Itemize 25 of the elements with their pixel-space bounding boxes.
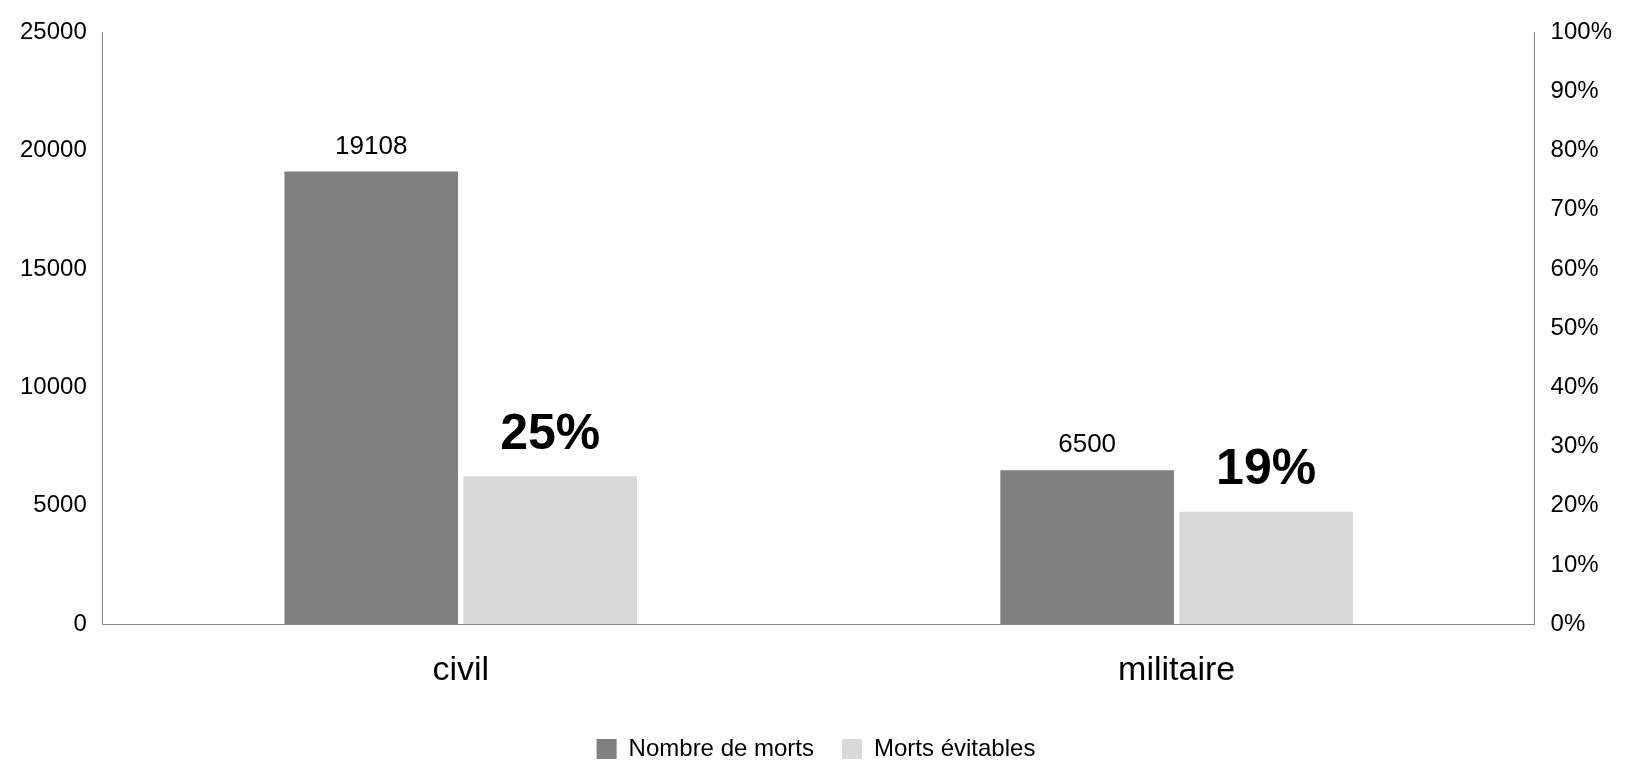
legend-label: Nombre de morts — [628, 733, 814, 761]
data-label: 6500 — [1058, 428, 1117, 459]
y-tick-label: 5000 — [33, 490, 87, 518]
data-label: 19108 — [335, 129, 408, 160]
y-tick-label: 10000 — [19, 371, 87, 399]
y2-tick-label: 0% — [1550, 608, 1586, 636]
y2-tick-label: 10% — [1550, 549, 1599, 577]
y-tick-label: 0 — [73, 608, 87, 636]
data-label: 25% — [500, 403, 601, 460]
y2-tick-label: 20% — [1550, 490, 1599, 518]
y2-tick-label: 90% — [1550, 75, 1599, 103]
y2-tick-label: 60% — [1550, 253, 1599, 281]
data-label: 19% — [1216, 439, 1317, 496]
y2-tick-label: 70% — [1550, 194, 1599, 222]
x-tick-label: militaire — [1118, 648, 1236, 687]
y2-tick-label: 100% — [1550, 16, 1613, 44]
y2-tick-label: 50% — [1550, 312, 1599, 340]
y2-tick-label: 80% — [1550, 135, 1599, 163]
y-tick-label: 15000 — [19, 253, 87, 281]
y-tick-label: 20000 — [19, 135, 87, 163]
y2-tick-label: 30% — [1550, 431, 1599, 459]
y-tick-label: 25000 — [19, 16, 87, 44]
x-tick-label: civil — [432, 648, 490, 687]
y2-tick-label: 40% — [1550, 371, 1599, 399]
legend-label: Morts évitables — [874, 733, 1036, 761]
